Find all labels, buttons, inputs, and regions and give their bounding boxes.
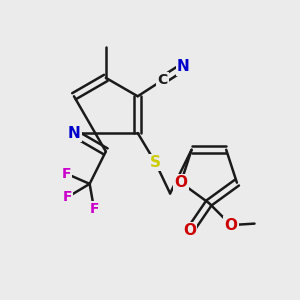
Text: N: N [68,126,80,141]
Text: O: O [174,175,188,190]
Text: F: F [63,190,72,204]
Text: O: O [224,218,238,232]
Text: O: O [183,224,196,238]
Text: C: C [158,73,168,87]
Text: S: S [150,155,161,170]
Text: F: F [61,167,71,181]
Text: N: N [177,59,190,74]
Text: F: F [89,202,99,216]
